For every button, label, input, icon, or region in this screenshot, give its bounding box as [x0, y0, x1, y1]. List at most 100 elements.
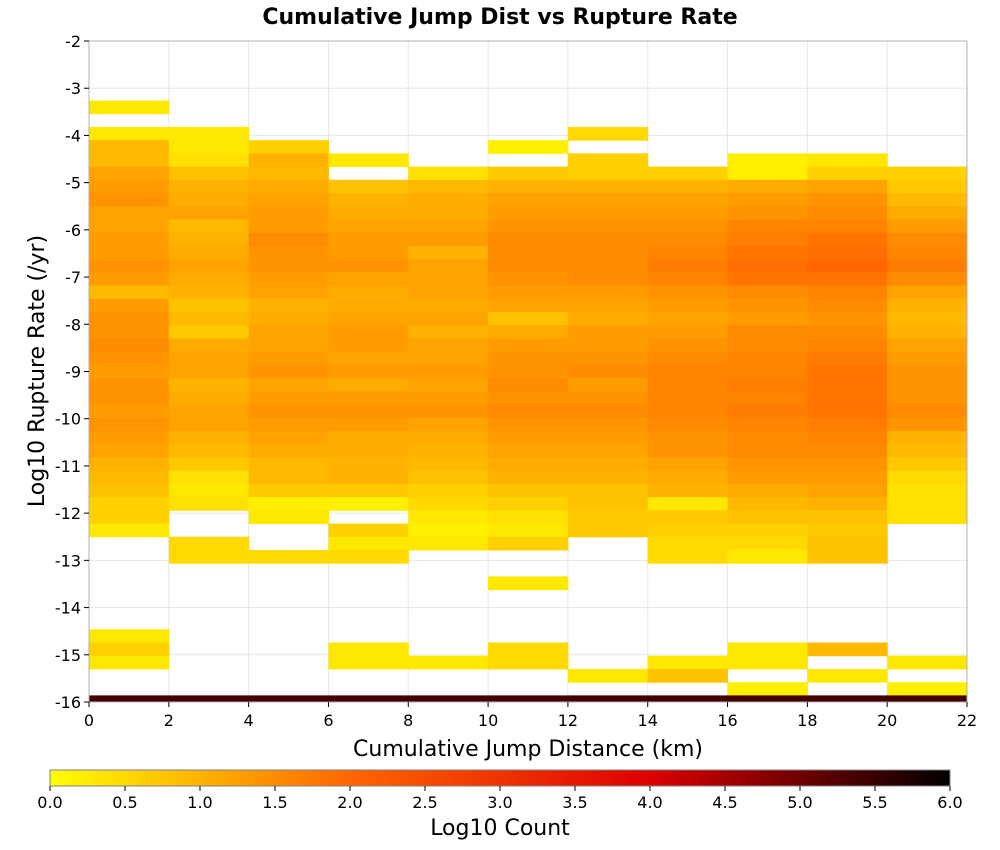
heatmap-cell [89, 285, 170, 300]
heatmap-cell [807, 312, 888, 326]
heatmap-cell [807, 404, 888, 419]
heatmap-cell [89, 457, 170, 472]
heatmap-cell [408, 470, 489, 485]
heatmap-cell [248, 457, 329, 472]
heatmap-cell [168, 391, 250, 406]
heatmap-cell [408, 245, 489, 260]
heatmap-cell [408, 206, 489, 220]
heatmap-cell [408, 695, 489, 703]
heatmap-cell [567, 219, 649, 234]
heatmap-cell [567, 285, 649, 300]
heatmap-cell [567, 338, 649, 353]
heatmap-cell [567, 272, 649, 287]
heatmap-cell [727, 206, 808, 220]
heatmap-cell [807, 179, 888, 194]
heatmap-cell [168, 245, 250, 260]
heatmap-cell [328, 298, 409, 313]
heatmap-cell [89, 655, 170, 670]
heatmap-cell [168, 259, 250, 273]
heatmap-cell [488, 536, 569, 551]
heatmap-cell [887, 404, 968, 419]
heatmap-cell [647, 483, 729, 498]
heatmap-cell [647, 430, 729, 445]
heatmap-cell [807, 444, 888, 458]
heatmap-cell [89, 378, 170, 392]
heatmap-cell [727, 232, 808, 247]
y-tick-label: -13 [55, 551, 81, 570]
heatmap-cell [887, 219, 968, 234]
heatmap-cell [727, 549, 808, 564]
heatmap-cell [168, 351, 250, 366]
heatmap-cell [89, 430, 170, 445]
heatmap-cell [328, 404, 409, 419]
y-tick-label: -14 [55, 599, 81, 618]
heatmap-cell [887, 166, 968, 181]
heatmap-cell [488, 444, 569, 458]
heatmap-cell [807, 668, 888, 683]
heatmap-cell [647, 259, 729, 273]
heatmap-cell [89, 364, 170, 379]
heatmap-cell [168, 457, 250, 472]
heatmap-cell [408, 364, 489, 379]
heatmap-cell [488, 351, 569, 366]
heatmap-cell [248, 245, 329, 260]
heatmap-cell [887, 510, 968, 525]
heatmap-cell [567, 364, 649, 379]
heatmap-cell [727, 536, 808, 551]
heatmap-cell [248, 166, 329, 181]
x-tick-label: 4 [244, 711, 254, 730]
heatmap-cell [89, 232, 170, 247]
heatmap-cell [887, 245, 968, 260]
y-tick-label: -5 [65, 174, 81, 193]
heatmap-cell [89, 325, 170, 339]
heatmap-cell [567, 126, 649, 141]
heatmap-cell [328, 470, 409, 485]
x-axis-ticks: 0 2 4 6 8 10 12 14 16 18 20 22 [84, 702, 977, 730]
heatmap-cell [89, 298, 170, 313]
heatmap-cell [328, 351, 409, 366]
heatmap-cell [89, 179, 170, 194]
heatmap-cell [168, 206, 250, 220]
heatmap-cell [248, 391, 329, 406]
y-axis-ticks: -2 -3 -4 -5 -6 -7 -8 -9 -10 -11 -12 -13 -14 -15 -16 [55, 32, 89, 712]
heatmap-cell [488, 298, 569, 313]
heatmap-cell [168, 219, 250, 234]
heatmap-cell [807, 219, 888, 234]
heatmap-cell [248, 549, 329, 564]
heatmap-cell [328, 272, 409, 287]
heatmap-cell [647, 312, 729, 326]
heatmap-cell [408, 391, 489, 406]
heatmap-cell [328, 259, 409, 273]
heatmap-cell [887, 391, 968, 406]
heatmap-cell [807, 497, 888, 511]
heatmap-cell [248, 338, 329, 353]
heatmap-cell [248, 378, 329, 392]
heatmap-cell [168, 272, 250, 287]
heatmap-cell [488, 391, 569, 406]
heatmap-cell [408, 483, 489, 498]
heatmap-cell [567, 259, 649, 273]
heatmap-cell [408, 457, 489, 472]
heatmap-cell [408, 325, 489, 339]
heatmap-cell [328, 378, 409, 392]
heatmap-cell [807, 391, 888, 406]
heatmap-cell [168, 470, 250, 485]
heatmap-cell [248, 404, 329, 419]
x-tick-label: 6 [323, 711, 333, 730]
heatmap-cell [408, 655, 489, 670]
heatmap-cell [89, 140, 170, 154]
heatmap-cell [408, 510, 489, 525]
heatmap-cell [887, 444, 968, 458]
heatmap-cell [488, 338, 569, 353]
heatmap-cell [887, 285, 968, 300]
colorbar-tick-label: 6.0 [937, 793, 962, 812]
y-tick-label: -9 [65, 363, 81, 382]
heatmap-cell [647, 325, 729, 339]
heatmap-cell [248, 153, 329, 168]
heatmap-cell [488, 166, 569, 181]
heatmap-cell [727, 364, 808, 379]
colorbar-tick-label: 2.0 [337, 793, 362, 812]
heatmap-cell [89, 100, 170, 115]
heatmap-cell [248, 219, 329, 234]
heatmap-cell [567, 325, 649, 339]
